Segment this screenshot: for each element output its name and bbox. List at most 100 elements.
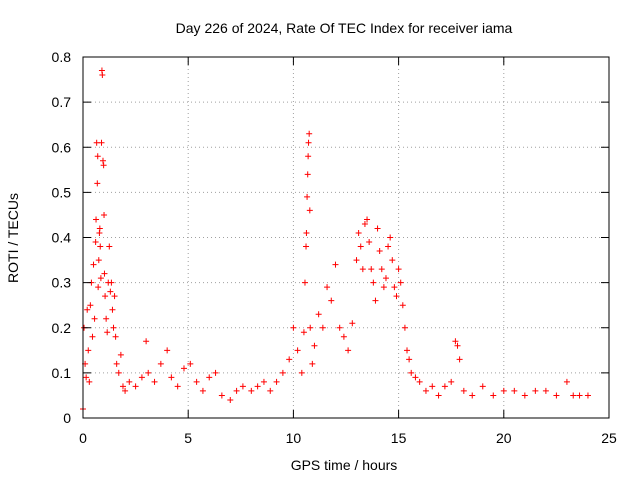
data-point — [305, 153, 312, 160]
data-point — [107, 288, 114, 295]
data-point — [227, 396, 234, 403]
data-point — [532, 387, 539, 394]
data-point — [355, 229, 362, 236]
data-point — [108, 279, 115, 286]
y-tick-label: 0 — [63, 410, 71, 426]
data-point — [309, 360, 316, 367]
data-point — [87, 302, 94, 309]
x-tick-label: 20 — [496, 430, 512, 446]
data-point — [303, 243, 310, 250]
data-point — [406, 356, 413, 363]
data-point — [99, 157, 106, 164]
data-point — [206, 374, 213, 381]
y-tick-label: 0.5 — [52, 184, 72, 200]
data-point — [364, 216, 371, 223]
data-point — [94, 180, 101, 187]
data-point — [90, 261, 97, 268]
x-tick-label: 10 — [286, 430, 302, 446]
data-point — [452, 338, 459, 345]
x-tick-label: 5 — [184, 430, 192, 446]
x-axis-label: GPS time / hours — [291, 457, 398, 473]
data-point — [404, 347, 411, 354]
data-point — [106, 243, 113, 250]
data-point — [151, 378, 158, 385]
data-point — [401, 324, 408, 331]
data-point — [117, 351, 124, 358]
data-point — [441, 383, 448, 390]
data-point — [357, 243, 364, 250]
data-point — [248, 387, 255, 394]
data-point — [336, 324, 343, 331]
data-point — [306, 207, 313, 214]
data-point — [385, 243, 392, 250]
data-point — [122, 387, 129, 394]
data-point — [84, 306, 91, 313]
data-point — [311, 342, 318, 349]
data-point — [393, 293, 400, 300]
data-point — [563, 378, 570, 385]
data-point — [95, 257, 102, 264]
data-point — [391, 284, 398, 291]
data-point — [570, 392, 577, 399]
x-tick-label: 15 — [391, 430, 407, 446]
x-tick-label: 0 — [79, 430, 87, 446]
data-point — [218, 392, 225, 399]
data-point — [479, 383, 486, 390]
data-point — [490, 392, 497, 399]
data-point — [93, 216, 100, 223]
data-point — [382, 275, 389, 282]
data-point — [233, 387, 240, 394]
data-point — [174, 383, 181, 390]
data-point — [164, 347, 171, 354]
data-point — [132, 383, 139, 390]
data-point — [143, 338, 150, 345]
data-point — [85, 347, 92, 354]
data-point — [412, 374, 419, 381]
data-point — [469, 392, 476, 399]
data-point — [395, 266, 402, 273]
data-point — [305, 139, 312, 146]
data-point — [260, 378, 267, 385]
data-point — [304, 193, 311, 200]
data-point — [448, 378, 455, 385]
data-point — [380, 284, 387, 291]
data-point — [303, 229, 310, 236]
data-point — [319, 324, 326, 331]
data-point — [387, 234, 394, 241]
y-tick-label: 0.7 — [52, 94, 72, 110]
data-point — [157, 360, 164, 367]
data-point — [521, 392, 528, 399]
data-point — [542, 387, 549, 394]
data-point — [138, 374, 145, 381]
data-point — [97, 243, 104, 250]
data-point — [315, 311, 322, 318]
data-point — [429, 383, 436, 390]
data-point — [359, 266, 366, 273]
data-point — [584, 392, 591, 399]
data-point — [416, 378, 423, 385]
data-point — [145, 369, 152, 376]
data-point — [353, 257, 360, 264]
data-point — [349, 320, 356, 327]
data-point — [119, 383, 126, 390]
data-point — [103, 315, 110, 322]
data-point — [92, 239, 99, 246]
data-point — [113, 360, 120, 367]
data-point — [456, 356, 463, 363]
data-point — [89, 333, 96, 340]
data-point — [378, 266, 385, 273]
data-point — [180, 365, 187, 372]
data-point — [115, 369, 122, 376]
data-points — [80, 67, 591, 412]
data-point — [500, 387, 507, 394]
data-point — [187, 360, 194, 367]
data-point — [576, 392, 583, 399]
data-point — [370, 279, 377, 286]
y-tick-label: 0.6 — [52, 139, 72, 155]
data-point — [408, 369, 415, 376]
data-point — [95, 284, 102, 291]
grid-lines — [83, 57, 609, 418]
data-point — [239, 383, 246, 390]
data-point — [112, 333, 119, 340]
